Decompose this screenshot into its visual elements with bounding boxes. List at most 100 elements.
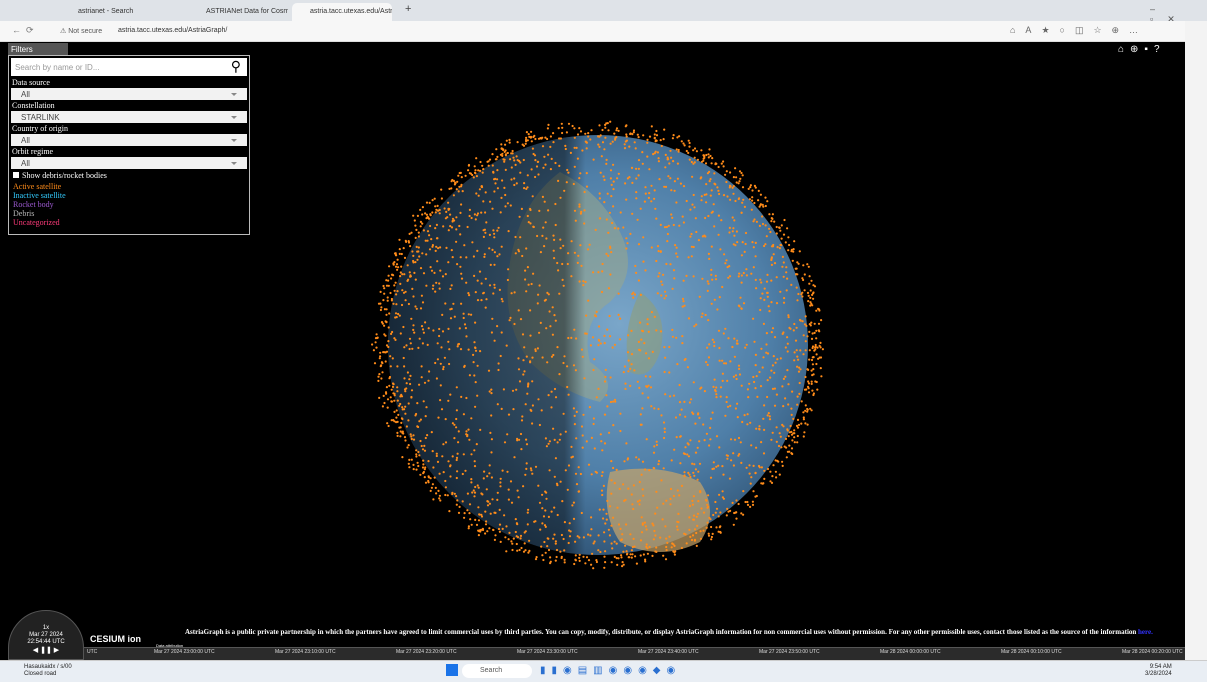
satellite[interactable] — [439, 384, 442, 387]
tab[interactable]: astria.tacc.utexas.edu/AstriaGra... — [292, 3, 392, 21]
satellite[interactable] — [441, 313, 444, 316]
satellite[interactable] — [544, 551, 547, 554]
satellite[interactable] — [706, 521, 709, 524]
satellite[interactable] — [474, 291, 477, 294]
satellite[interactable] — [403, 346, 406, 349]
satellite[interactable] — [790, 283, 793, 286]
satellite[interactable] — [678, 383, 681, 387]
satellite[interactable] — [403, 388, 407, 391]
satellite[interactable] — [519, 534, 523, 537]
satellite[interactable] — [752, 464, 755, 467]
satellite[interactable] — [702, 529, 705, 532]
satellite[interactable] — [531, 404, 535, 407]
satellite[interactable] — [515, 155, 518, 158]
satellite[interactable] — [693, 463, 696, 466]
satellite[interactable] — [537, 160, 540, 163]
satellite[interactable] — [646, 552, 650, 555]
satellite[interactable] — [646, 323, 649, 326]
satellite[interactable] — [809, 301, 812, 304]
satellite[interactable] — [733, 234, 736, 237]
satellite[interactable] — [795, 424, 799, 427]
satellite[interactable] — [462, 312, 465, 315]
satellite[interactable] — [468, 503, 472, 506]
satellite[interactable] — [427, 460, 430, 463]
satellite[interactable] — [808, 282, 811, 285]
satellite[interactable] — [563, 189, 566, 192]
satellite[interactable] — [548, 440, 552, 443]
satellite[interactable] — [640, 531, 644, 534]
satellite[interactable] — [567, 122, 571, 125]
satellite[interactable] — [681, 215, 684, 218]
satellite[interactable] — [573, 328, 576, 331]
satellite[interactable] — [543, 245, 546, 248]
satellite[interactable] — [571, 504, 574, 507]
satellite[interactable] — [784, 346, 787, 349]
satellite[interactable] — [516, 437, 519, 440]
satellite[interactable] — [467, 428, 470, 431]
satellite[interactable] — [496, 498, 499, 501]
satellite[interactable] — [447, 399, 450, 402]
satellite[interactable] — [705, 361, 708, 364]
satellite[interactable] — [523, 182, 526, 185]
satellite[interactable] — [474, 172, 477, 175]
satellite[interactable] — [477, 506, 480, 509]
satellite[interactable] — [626, 457, 630, 460]
satellite[interactable] — [695, 544, 698, 547]
satellite[interactable] — [499, 481, 502, 484]
satellite[interactable] — [806, 410, 809, 413]
satellite[interactable] — [541, 554, 544, 557]
satellite[interactable] — [402, 325, 405, 329]
satellite[interactable] — [641, 392, 644, 395]
satellite[interactable] — [683, 474, 686, 477]
satellite[interactable] — [698, 462, 702, 465]
satellite[interactable] — [574, 540, 577, 543]
satellite[interactable] — [676, 363, 679, 366]
satellite[interactable] — [430, 431, 433, 434]
satellite[interactable] — [678, 135, 681, 138]
satellite[interactable] — [399, 271, 402, 274]
satellite[interactable] — [639, 207, 642, 210]
satellite[interactable] — [385, 386, 388, 389]
satellite[interactable] — [727, 276, 730, 279]
satellite[interactable] — [475, 443, 478, 446]
satellite[interactable] — [568, 535, 572, 538]
satellite[interactable] — [812, 392, 816, 395]
satellite[interactable] — [627, 334, 630, 337]
satellite[interactable] — [436, 260, 439, 263]
satellite[interactable] — [472, 361, 475, 364]
satellite[interactable] — [681, 342, 684, 345]
satellite[interactable] — [696, 478, 699, 481]
satellite[interactable] — [751, 199, 754, 202]
satellite[interactable] — [529, 136, 533, 139]
satellite[interactable] — [795, 273, 798, 276]
satellite[interactable] — [740, 307, 743, 310]
satellite[interactable] — [590, 129, 593, 132]
satellite[interactable] — [493, 339, 496, 342]
satellite[interactable] — [692, 275, 695, 278]
satellite[interactable] — [617, 227, 620, 230]
satellite[interactable] — [549, 135, 553, 138]
satellite[interactable] — [632, 484, 636, 487]
satellite[interactable] — [382, 394, 385, 397]
satellite[interactable] — [603, 342, 606, 345]
satellite[interactable] — [663, 128, 666, 131]
satellite[interactable] — [656, 292, 659, 295]
satellite[interactable] — [732, 375, 736, 378]
satellite[interactable] — [525, 438, 528, 441]
satellite[interactable] — [655, 217, 658, 220]
satellite[interactable] — [673, 544, 676, 547]
satellite[interactable] — [630, 363, 633, 366]
satellite[interactable] — [796, 299, 799, 302]
satellite[interactable] — [396, 420, 399, 423]
satellite[interactable] — [545, 445, 549, 448]
field-select[interactable]: All — [11, 88, 247, 100]
satellite[interactable] — [419, 418, 422, 421]
satellite[interactable] — [511, 542, 514, 545]
satellite[interactable] — [770, 279, 773, 282]
satellite[interactable] — [764, 243, 767, 246]
satellite[interactable] — [558, 137, 561, 140]
satellite[interactable] — [666, 541, 669, 544]
satellite[interactable] — [557, 127, 560, 130]
satellite[interactable] — [527, 508, 530, 511]
taskbar-apps[interactable]: ▮▮◉▤▥◉◉◉◆◉ — [540, 665, 682, 676]
